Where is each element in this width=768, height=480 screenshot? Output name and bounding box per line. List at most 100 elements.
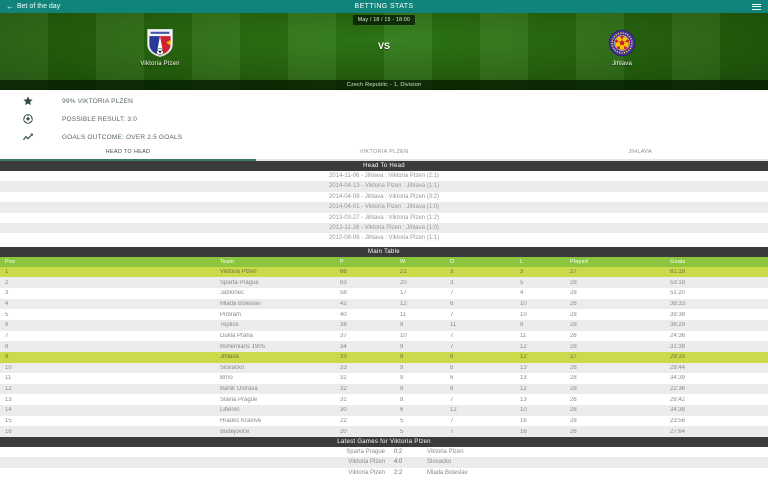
- back-button[interactable]: ← Bet of the day: [6, 0, 60, 13]
- cell-w: 8: [400, 386, 404, 393]
- cell-team: Hradec Kralove: [220, 418, 262, 425]
- head-to-head-section-title: Head To Head: [0, 161, 768, 171]
- cell-played: 28: [570, 322, 577, 329]
- cell-team: Slavia Prague: [220, 396, 258, 403]
- predictions-panel: 99% VIKTORIA PLZEN POSSIBLE RESULT: 3:0 …: [0, 90, 768, 146]
- prediction-goals-text: GOALS OUTCOME: OVER 2.5 GOALS: [62, 133, 183, 141]
- latest-games-list: Sparta Prague 0:2 Viktoria Plzen Viktori…: [0, 446, 768, 478]
- cell-d: 6: [450, 300, 454, 307]
- cell-d: 11: [450, 322, 457, 329]
- col-team: Team: [220, 258, 235, 265]
- table-row: 9 Jihlava 33 8 8 12 27 29:33: [0, 351, 768, 363]
- cell-l: 12: [520, 343, 527, 350]
- cell-l: 12: [520, 354, 527, 361]
- away-team-name: Jihlava: [611, 61, 633, 67]
- cell-w: 9: [400, 322, 404, 329]
- col-p: P: [340, 258, 344, 265]
- cell-pos: 10: [5, 364, 12, 371]
- table-row: 15 Hradec Kralove 22 5 7 16 28 23:56: [0, 415, 768, 427]
- cell-p: 20: [340, 428, 347, 435]
- cell-goals: 38:29: [670, 322, 686, 329]
- cell-l: 10: [520, 311, 527, 318]
- cell-goals: 28:44: [670, 364, 686, 371]
- cell-pos: 8: [5, 343, 9, 350]
- cell-goals: 27:64: [670, 428, 686, 435]
- cell-w: 8: [400, 354, 404, 361]
- cell-team: Brno: [220, 375, 233, 382]
- cell-w: 6: [400, 407, 404, 414]
- chart-icon: [23, 133, 33, 141]
- cell-p: 37: [340, 332, 347, 339]
- cell-goals: 29:33: [670, 354, 686, 361]
- cell-team: Banik Ostrava: [220, 386, 258, 393]
- match-banner: May / 18 / 15 - 18:00 Viktoria Plzen VS: [0, 13, 768, 90]
- cell-played: 27: [570, 354, 577, 361]
- vs-label: VS: [377, 41, 390, 51]
- cell-goals: 51:20: [670, 290, 686, 297]
- cell-p: 38: [340, 322, 347, 329]
- tab[interactable]: HEAD TO HEAD: [0, 146, 256, 161]
- cell-pos: 11: [5, 375, 12, 382]
- cell-d: 7: [450, 332, 454, 339]
- cell-goals: 34:38: [670, 407, 686, 414]
- cell-pos: 12: [5, 386, 12, 393]
- cell-l: 4: [520, 290, 524, 297]
- cell-played: 28: [570, 332, 577, 339]
- cell-w: 12: [400, 300, 407, 307]
- cell-l: 16: [520, 428, 527, 435]
- cell-l: 13: [520, 364, 527, 371]
- cell-d: 7: [450, 428, 454, 435]
- cell-played: 28: [570, 428, 577, 435]
- cell-l: 13: [520, 375, 527, 382]
- prediction-result: POSSIBLE RESULT: 3:0: [0, 110, 768, 128]
- cell-w: 9: [400, 375, 404, 382]
- cell-d: 7: [450, 418, 454, 425]
- head-to-head-row: 2012-08-06 - Jihlava : Viktoria Plzen (1…: [0, 233, 768, 244]
- cell-team: Slovacko: [220, 364, 245, 371]
- col-pos: Pos: [5, 258, 16, 265]
- cell-played: 28: [570, 311, 577, 318]
- prediction-result-text: POSSIBLE RESULT: 3:0: [62, 115, 138, 123]
- cell-pos: 4: [5, 300, 9, 307]
- cell-pos: 2: [5, 279, 9, 286]
- cell-l: 5: [520, 279, 524, 286]
- cell-p: 22: [340, 418, 347, 425]
- tab[interactable]: JIHLAVA: [512, 146, 768, 161]
- cell-played: 28: [570, 290, 577, 297]
- cell-w: 20: [400, 279, 407, 286]
- cell-p: 33: [340, 354, 347, 361]
- cell-w: 5: [400, 428, 404, 435]
- cell-played: 28: [570, 396, 577, 403]
- table-row: 8 Bohemians 1905 34 9 7 12 28 31:38: [0, 341, 768, 352]
- cell-p: 66: [340, 269, 347, 276]
- latest-home-team: Sparta Prague: [346, 449, 385, 456]
- cell-played: 28: [570, 300, 577, 307]
- cell-d: 7: [450, 343, 454, 350]
- cell-p: 40: [340, 311, 347, 318]
- cell-played: 28: [570, 418, 577, 425]
- cell-l: 12: [520, 386, 527, 393]
- cell-played: 27: [570, 269, 577, 276]
- table-row: 7 Dukla Praha 37 10 7 11 28 24:36: [0, 330, 768, 342]
- latest-games-section-title: Latest Games for Viktoria Plzen: [0, 436, 768, 447]
- latest-home-team: Viktoria Plzen: [348, 459, 385, 466]
- cell-p: 33: [340, 364, 347, 371]
- away-team-logo: [608, 29, 636, 57]
- cell-team: Sparta Prague: [220, 279, 259, 286]
- latest-home-team: Viktoria Plzen: [348, 469, 385, 476]
- tab[interactable]: VIKTORIA PLZEN: [256, 146, 512, 161]
- table-row: 12 Banik Ostrava 32 8 8 12 28 22:36: [0, 383, 768, 395]
- hamburger-menu-icon[interactable]: [752, 3, 761, 12]
- cell-d: 6: [450, 364, 454, 371]
- table-row: 13 Slavia Prague 31 8 7 13 28 28:42: [0, 394, 768, 406]
- head-to-head-row: 2012-11-26 - Viktoria Plzen : Jihlava (1…: [0, 222, 768, 234]
- latest-away-team: Viktoria Plzen: [427, 449, 464, 456]
- table-row: 4 Mlada Boleslav 42 12 6 10 28 38:33: [0, 298, 768, 310]
- head-to-head-row: 2014-04-13 - Viktoria Plzen : Jihlava (1…: [0, 181, 768, 192]
- cell-d: 8: [450, 386, 454, 393]
- cell-played: 28: [570, 279, 577, 286]
- latest-game-row: Viktoria Plzen 4:0 Slovacko: [0, 457, 768, 468]
- cell-p: 30: [340, 407, 347, 414]
- cell-l: 8: [520, 322, 524, 329]
- league-label: Czech Republic - 1. Division: [0, 80, 768, 90]
